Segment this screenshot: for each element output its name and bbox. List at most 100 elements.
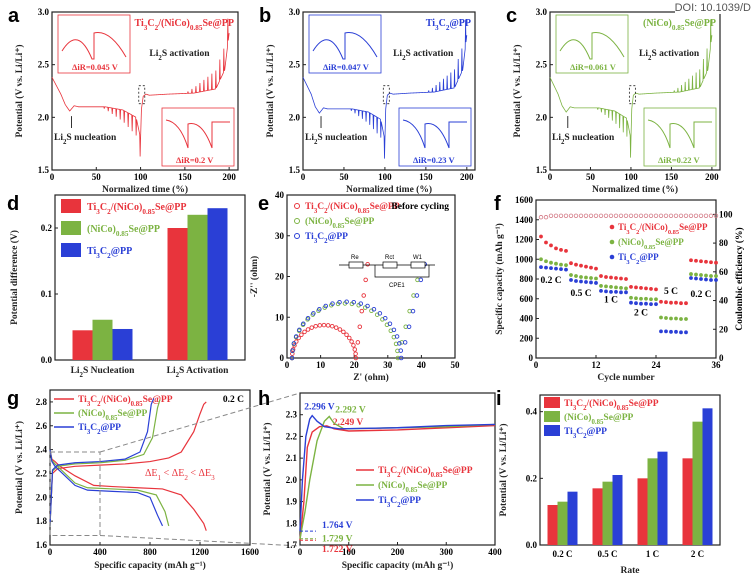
capacity-point (554, 261, 558, 266)
y-tick-label: 0.1 (41, 289, 53, 299)
eis-point (301, 321, 306, 326)
plot-frame (302, 11, 476, 171)
capacity-point (604, 275, 608, 279)
eis-point (414, 293, 420, 298)
x-tick-label: 50 (586, 172, 596, 182)
bar (72, 330, 93, 360)
x-tick-label: 10 (316, 360, 326, 370)
inset-bottom-trace (165, 119, 230, 149)
inset-bottom-dIR: ΔiR=0.22 V (658, 155, 701, 165)
bar (207, 208, 228, 360)
ce-point (608, 213, 614, 218)
min-value: 1.722 V (322, 545, 353, 555)
x-tick-label: 200 (222, 172, 236, 182)
discharge-curve (49, 449, 207, 531)
x-tick-label: 150 (178, 172, 192, 182)
eis-point (365, 262, 370, 267)
capacity-point (704, 259, 708, 264)
eis-point (305, 327, 311, 332)
y-tick-label: 0.0 (526, 540, 538, 550)
capacity-point (609, 285, 613, 289)
capacity-point (564, 267, 568, 272)
legend-label: Ti3C2/(NiCo)0.85Se@PP (618, 222, 708, 236)
ce-point (708, 213, 714, 218)
legend-swatch (544, 397, 560, 408)
bar (187, 214, 208, 360)
panel-letter: e (258, 193, 269, 215)
ce-point (538, 215, 544, 220)
capacity-point (644, 296, 648, 301)
x-tick-label: 300 (440, 547, 454, 557)
x-tick-label: 30 (383, 360, 393, 370)
x-tick-label: 400 (488, 547, 502, 557)
legend-swatch (544, 411, 560, 422)
activation-label: Li2S activation (393, 49, 454, 62)
ce-point (648, 213, 654, 218)
x-tick-label: 1600 (241, 547, 260, 557)
bar (602, 481, 613, 545)
ce-point (603, 213, 609, 218)
capacity-point (654, 297, 658, 302)
capacity-point (689, 272, 693, 276)
y-tick-label: 800 (520, 274, 534, 284)
panel-letter: a (8, 5, 20, 27)
capacity-point (634, 296, 638, 301)
panel-f: f0 12 24 3602004006008001000120014001600Cyc… (494, 193, 745, 383)
panel-letter: i (496, 388, 502, 410)
x-axis-label: Specific capacity (mAh g⁻¹) (94, 560, 206, 571)
capacity-point (649, 297, 653, 302)
ce-point (558, 213, 564, 218)
ce-point (673, 213, 679, 218)
ce-point (653, 213, 659, 218)
legend-label: Ti3C2@PP (426, 18, 471, 32)
capacity-point (594, 266, 598, 271)
capacity-point (544, 240, 548, 245)
capacity-point (704, 273, 708, 278)
x-axis-label: Z' (ohm) (353, 372, 389, 383)
y-tick-label: 3.0 (38, 7, 50, 17)
capacity-point (594, 281, 598, 285)
x-tick-label: 36 (712, 360, 722, 370)
capacity-point (554, 266, 558, 271)
eis-point (353, 355, 359, 361)
capacity-point (634, 285, 638, 290)
bar (557, 501, 568, 545)
peak-value: 2.249 V (333, 418, 364, 428)
capacity-point (544, 265, 548, 270)
y-tick-label: 2.4 (36, 445, 48, 455)
ce-point (578, 213, 584, 218)
discharge-curve (49, 449, 170, 527)
eis-point (290, 351, 295, 356)
capacity-point (559, 267, 563, 272)
inset-bottom-dIR: ΔiR=0.23 V (413, 155, 456, 165)
capacity-point (654, 302, 658, 307)
circuit-wire (374, 265, 430, 278)
legend-swatch (61, 243, 81, 257)
y-tick-label: 2.8 (36, 397, 48, 407)
y-tick-label: 2.0 (289, 112, 301, 122)
capacity-point (589, 280, 593, 285)
eis-point (397, 341, 402, 346)
legend-label: Ti3C2/(NiCo)0.85Se@PP (564, 398, 659, 412)
bar (592, 488, 603, 545)
plot-frame (54, 194, 246, 361)
capacity-point (694, 276, 698, 281)
legend-label: (NiCo)0.85Se@PP (378, 480, 448, 494)
capacity-point (559, 262, 563, 267)
capacity-point (629, 285, 633, 289)
y-axis-label: Potential (V vs. Li/Li⁺) (262, 423, 273, 516)
panel-e: e 0 10 20 30 40 50 0 10 20 30 40 Z' (ohm) -Z'' (ohm) T… (249, 190, 460, 383)
ce-point (543, 215, 549, 220)
capacity-point (679, 330, 683, 335)
eis-point (361, 293, 366, 298)
capacity-point (619, 276, 623, 281)
panel-h: h 0 100 200 300 400 1.7 1.8 1.9 2.0 2.1 2.2 2.3 Speci… (258, 388, 502, 571)
capacity-point (584, 280, 588, 284)
inset-top-trace (559, 32, 625, 60)
y-tick-label: 2.3 (286, 410, 298, 420)
eis-point (337, 327, 343, 332)
x-tick-label: 50 (451, 360, 461, 370)
bar (682, 458, 693, 545)
panel-c: c 0 50 100 150 200 1.5 2.0 2.5 3.0 Normalized time… (506, 5, 721, 195)
y-tick-label: 0.2 (526, 473, 538, 483)
